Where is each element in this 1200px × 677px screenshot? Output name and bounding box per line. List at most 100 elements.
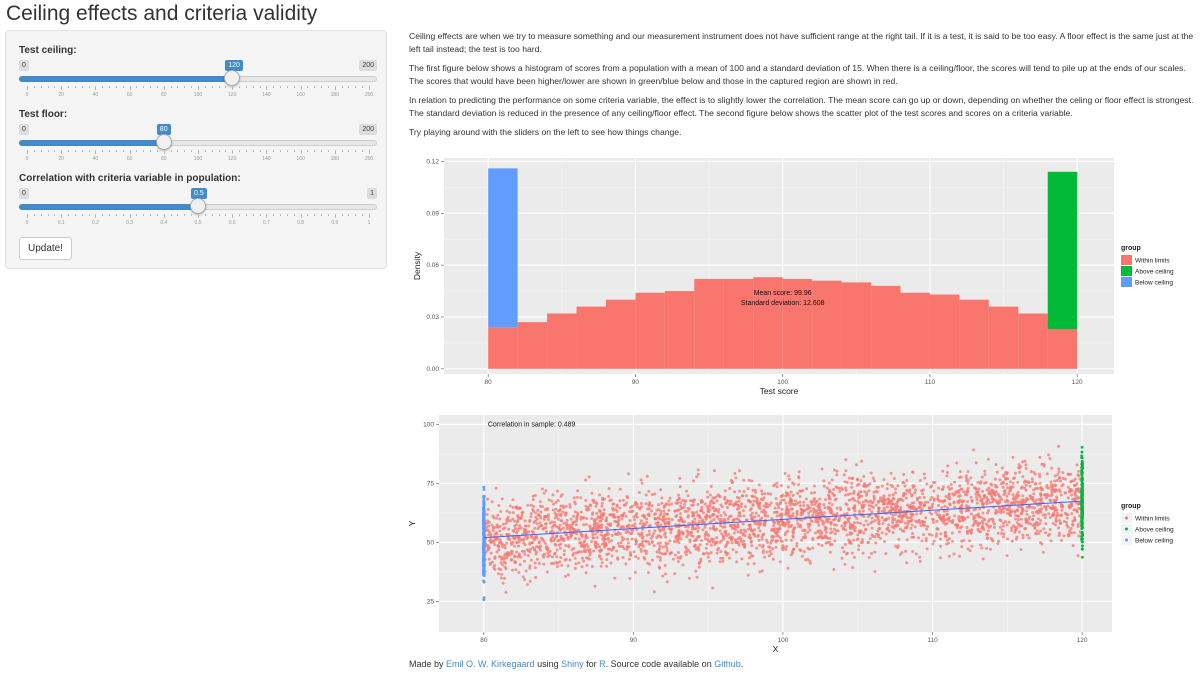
scatter-point [508, 553, 512, 557]
scatter-point [990, 483, 994, 487]
scatter-point [1072, 531, 1076, 535]
scatter-point [962, 490, 966, 494]
slider-minor-tick [40, 214, 42, 216]
scatter-point [558, 507, 562, 511]
scatter-point [652, 544, 656, 548]
slider-minor-tick [156, 86, 158, 88]
scatter-point [525, 583, 529, 587]
scatter-point [573, 567, 577, 571]
scatter-point [1055, 495, 1059, 499]
scatter-point [895, 504, 899, 508]
scatter-point [588, 525, 592, 529]
ceiling-handle[interactable] [224, 70, 241, 86]
scatter-point [874, 503, 878, 507]
scatter-point [664, 572, 668, 576]
r-link[interactable]: R [599, 659, 606, 669]
scatter-point [508, 504, 512, 508]
scatter-point-above [1080, 513, 1084, 517]
scatter-point [927, 506, 931, 510]
slider-minor-tick [259, 86, 261, 88]
floor-handle[interactable] [155, 134, 172, 150]
legend-label: Within limits [1135, 516, 1170, 523]
scatter-point [1055, 489, 1059, 493]
scatter-point [920, 539, 924, 543]
scatter-point [579, 517, 583, 521]
slider-minor-tick [245, 214, 247, 216]
x-tick-label: 110 [925, 379, 936, 386]
scatter-point [1024, 483, 1028, 487]
update-button[interactable]: Update! [19, 237, 73, 260]
scatter-point [991, 520, 995, 524]
slider-minor-tick [239, 214, 241, 216]
shiny-link[interactable]: Shiny [561, 659, 584, 669]
scatter-point [555, 515, 559, 519]
ceiling-min-label: 0 [19, 60, 29, 71]
scatter-point [747, 499, 751, 503]
scatter-point [729, 499, 733, 503]
scatter-point [877, 527, 881, 531]
scatter-point [895, 502, 899, 506]
scatter-point [909, 526, 913, 530]
scatter-point [810, 491, 814, 495]
scatter-point [965, 508, 969, 512]
scatter-point [643, 549, 647, 553]
scatter-point [876, 529, 880, 533]
slider-tick-label: 20 [58, 92, 64, 98]
scatter-point [705, 515, 709, 519]
ceiling-slider[interactable]: 0 200 120 0 20 40 60 80 100 120 140 160 180 200 [19, 60, 377, 110]
scatter-point [1034, 498, 1038, 502]
scatter-point [653, 492, 657, 496]
scatter-point [829, 531, 833, 535]
scatter-point [573, 537, 577, 541]
scatter-point [789, 538, 793, 542]
scatter-point [552, 539, 556, 543]
floor-slider[interactable]: 0 200 80 0 20 40 60 80 100 120 140 160 180 200 [19, 124, 377, 174]
slider-minor-tick [307, 150, 309, 152]
correlation-slider[interactable]: 0 1 0.5 0 0.1 0.2 0.3 0.4 0.5 0.6 0.7 0.8 0.9 1 [19, 188, 377, 238]
scatter-point [806, 530, 810, 534]
scatter-point [697, 565, 701, 569]
scatter-point [708, 515, 712, 519]
scatter-point [877, 521, 881, 525]
scatter-point [769, 552, 773, 556]
scatter-point [596, 542, 600, 546]
slider-minor-tick [191, 214, 193, 216]
scatter-point [744, 518, 748, 522]
scatter-point [787, 474, 791, 478]
scatter-point [945, 538, 949, 542]
scatter-point [686, 533, 690, 537]
scatter-point [1078, 514, 1082, 518]
scatter-point [603, 537, 607, 541]
scatter-point [925, 547, 929, 551]
scatter-point [555, 555, 559, 559]
scatter-point [597, 509, 601, 513]
scatter-point [717, 510, 721, 514]
scatter-point [693, 544, 697, 548]
author-link[interactable]: Emil O. W. Kirkegaard [446, 659, 535, 669]
scatter-point [887, 523, 891, 527]
scatter-point [538, 514, 542, 518]
scatter-point [1062, 534, 1066, 538]
scatter-point [1061, 471, 1065, 475]
scatter-point [791, 535, 795, 539]
scatter-point [936, 527, 940, 531]
scatter-point [601, 514, 605, 518]
slider-minor-tick [341, 86, 343, 88]
scatter-point [1049, 499, 1053, 503]
scatter-point [616, 530, 620, 534]
scatter-point [728, 515, 732, 519]
scatter-point [748, 508, 752, 512]
scatter-point [855, 538, 859, 542]
scatter-point [723, 525, 727, 529]
github-link[interactable]: Github [714, 659, 741, 669]
scatter-point [784, 538, 788, 542]
scatter-point [800, 554, 804, 558]
ceiling-max-label: 200 [359, 60, 377, 71]
scatter-point [624, 562, 628, 566]
scatter-point [939, 532, 943, 536]
ceiling-fill [19, 76, 233, 82]
scatter-point [606, 547, 610, 551]
correlation-handle[interactable] [190, 198, 206, 214]
scatter-point [898, 513, 902, 517]
scatter-point [574, 523, 578, 527]
